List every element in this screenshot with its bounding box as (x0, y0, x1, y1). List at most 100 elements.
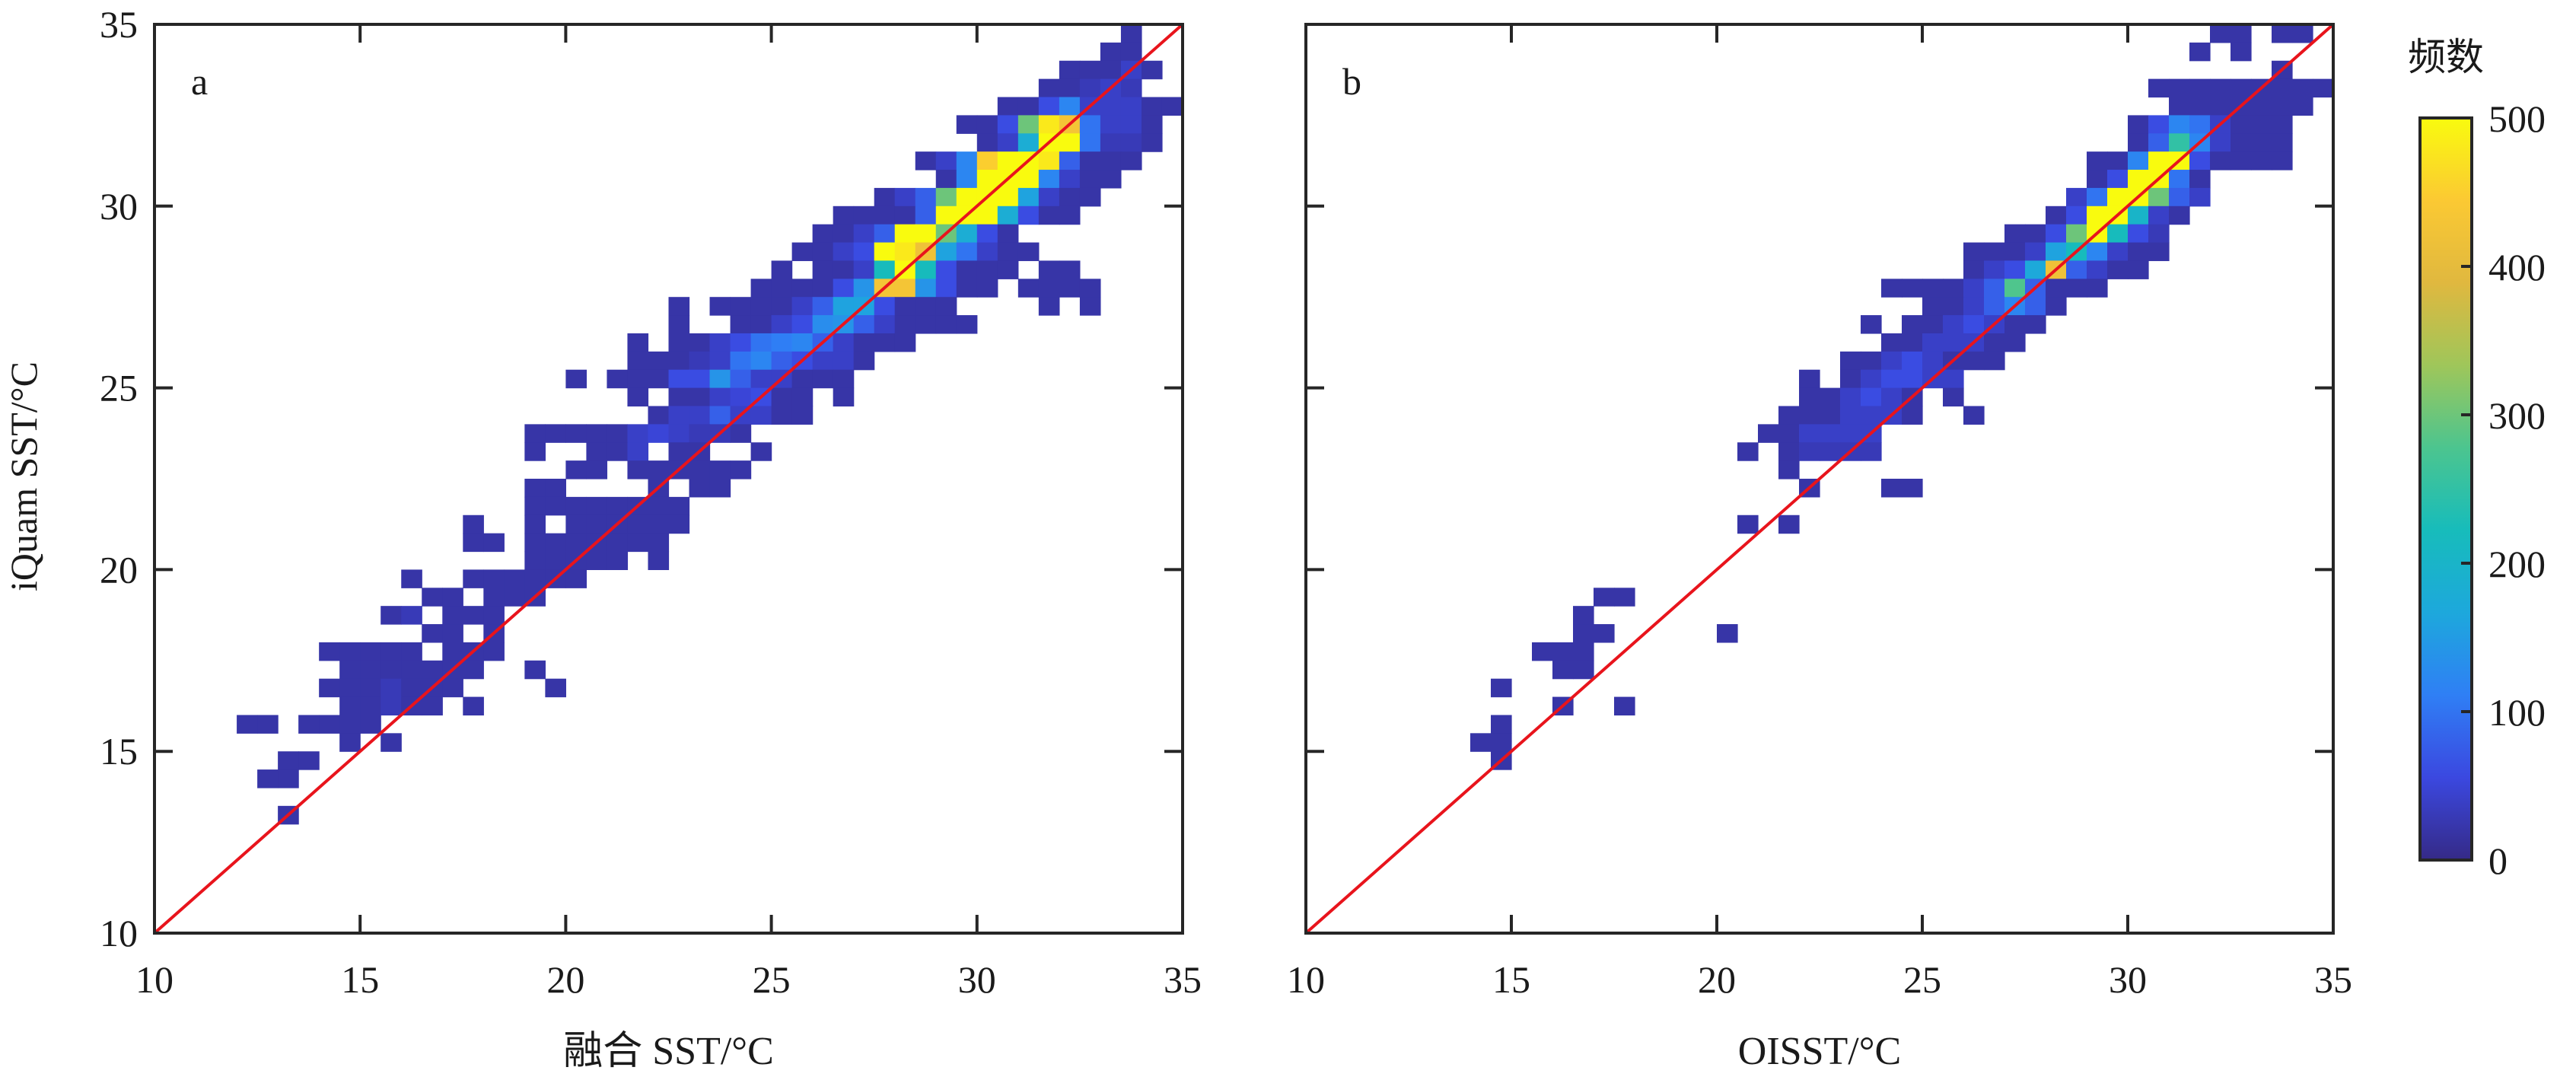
heatmap-cell (874, 187, 896, 207)
heatmap-cell (2251, 151, 2272, 170)
heatmap-cell (524, 515, 546, 534)
heatmap-cell (2148, 242, 2170, 262)
heatmap-cell (257, 769, 279, 788)
heatmap-cell (1614, 588, 1635, 607)
heatmap-cell (1984, 351, 2005, 371)
x-tick-label: 10 (135, 958, 174, 1001)
heatmap-cell (1120, 133, 1142, 152)
axes-frame (153, 23, 1184, 935)
heatmap-cell (915, 315, 937, 334)
heatmap-cell (894, 242, 916, 262)
heatmap-cell (791, 333, 814, 352)
heatmap-cell (771, 315, 793, 334)
heatmap-cell (2128, 170, 2149, 189)
y-tick-label: 10 (100, 912, 138, 954)
heatmap-cell (1100, 170, 1122, 189)
heatmap-cell (1902, 315, 1923, 334)
heatmap-cell (1922, 315, 1944, 334)
heatmap-cell (2046, 205, 2067, 225)
heatmap-cell (894, 205, 916, 225)
heatmap-cell (381, 642, 402, 661)
heatmap-cell (565, 515, 587, 534)
heatmap-cell (2148, 133, 2170, 152)
heatmap-cell (1059, 170, 1081, 189)
heatmap-cell (750, 369, 772, 389)
colorbar-title: 频数 (2408, 36, 2484, 78)
heatmap-cell (1100, 133, 1122, 152)
heatmap-cell (668, 315, 690, 334)
heatmap-cell (2004, 260, 2026, 279)
heatmap-cell (976, 151, 998, 170)
heatmap-cell (1552, 642, 1574, 661)
heatmap-cell (2046, 224, 2067, 244)
heatmap-cell (1017, 279, 1040, 298)
heatmap-cell (894, 279, 916, 298)
heatmap-cell (2210, 151, 2231, 170)
heatmap-cell (874, 260, 896, 279)
heatmap-cell (2087, 260, 2108, 279)
heatmap-cell (1079, 170, 1101, 189)
panel-b: 10 15 20 25 30 35 b OISST/°C (1287, 23, 2352, 1073)
heatmap-cell (833, 369, 855, 389)
heatmap-cell (915, 279, 937, 298)
heatmap-cell (2087, 242, 2108, 262)
heatmap-cell (483, 588, 505, 607)
heatmap-cell (935, 279, 957, 298)
heatmap-cell (833, 205, 855, 225)
heatmap-cell (627, 424, 649, 443)
heatmap-cell (2025, 224, 2046, 244)
heatmap-cell (833, 242, 855, 262)
heatmap-cell (1059, 133, 1081, 152)
heatmap-cell (668, 297, 690, 316)
heatmap-cell (2231, 24, 2252, 43)
heatmap-cell (463, 515, 484, 534)
heatmap-cell (607, 369, 629, 389)
heatmap-cell (750, 351, 772, 371)
heatmap-cell (833, 224, 855, 244)
heatmap-cell (2169, 205, 2190, 225)
heatmap-cell (2148, 78, 2170, 98)
heatmap-cell (976, 260, 998, 279)
heatmap-cell (709, 406, 731, 425)
heatmap-cell (997, 260, 1019, 279)
heatmap-cell (1552, 660, 1574, 680)
heatmap-cell (360, 678, 381, 698)
axes-frame (1304, 23, 2335, 935)
heatmap-cell (791, 279, 814, 298)
x-axis-label: 融合 SST/°C (563, 1030, 774, 1073)
heatmap-cell (648, 460, 670, 479)
heatmap-cell (2128, 133, 2149, 152)
heatmap-cell (1737, 442, 1759, 461)
heatmap-cell (1717, 624, 1738, 643)
heatmap-cell (1984, 333, 2005, 352)
heatmap-cell (1017, 242, 1040, 262)
heatmap-cell (381, 733, 402, 752)
heatmap-cell (2169, 133, 2190, 152)
heatmap-cell (1778, 442, 1800, 461)
colorbar-tick-label: 400 (2488, 246, 2546, 288)
heatmap-cell (1120, 115, 1142, 134)
heatmap-cell (935, 297, 957, 316)
colorbar-tick-label: 500 (2488, 97, 2546, 140)
heatmap-cell (976, 133, 998, 152)
heatmap-cell (1861, 315, 1882, 334)
heatmap-cell (319, 678, 340, 698)
y-tick-label: 35 (100, 3, 138, 46)
heatmap-cell (1963, 260, 1985, 279)
heatmap-cell (2231, 115, 2252, 134)
heatmap-cell (1963, 315, 1985, 334)
heatmap-cell (1038, 279, 1060, 298)
heatmap-cell (1963, 406, 1985, 425)
y-tick-label: 20 (100, 548, 138, 591)
heatmap-cell (1059, 151, 1081, 170)
heatmap-cell (1902, 406, 1923, 425)
heatmap-cell (648, 369, 670, 389)
heatmap-cell (771, 279, 793, 298)
heatmap-cell (1059, 97, 1081, 116)
heatmap-cell (1100, 151, 1122, 170)
x-tick-label: 20 (546, 958, 584, 1001)
heatmap-cell (339, 733, 361, 752)
heatmap-cell (935, 260, 957, 279)
heatmap-cell (668, 333, 690, 352)
heatmap-cell (2251, 97, 2272, 116)
